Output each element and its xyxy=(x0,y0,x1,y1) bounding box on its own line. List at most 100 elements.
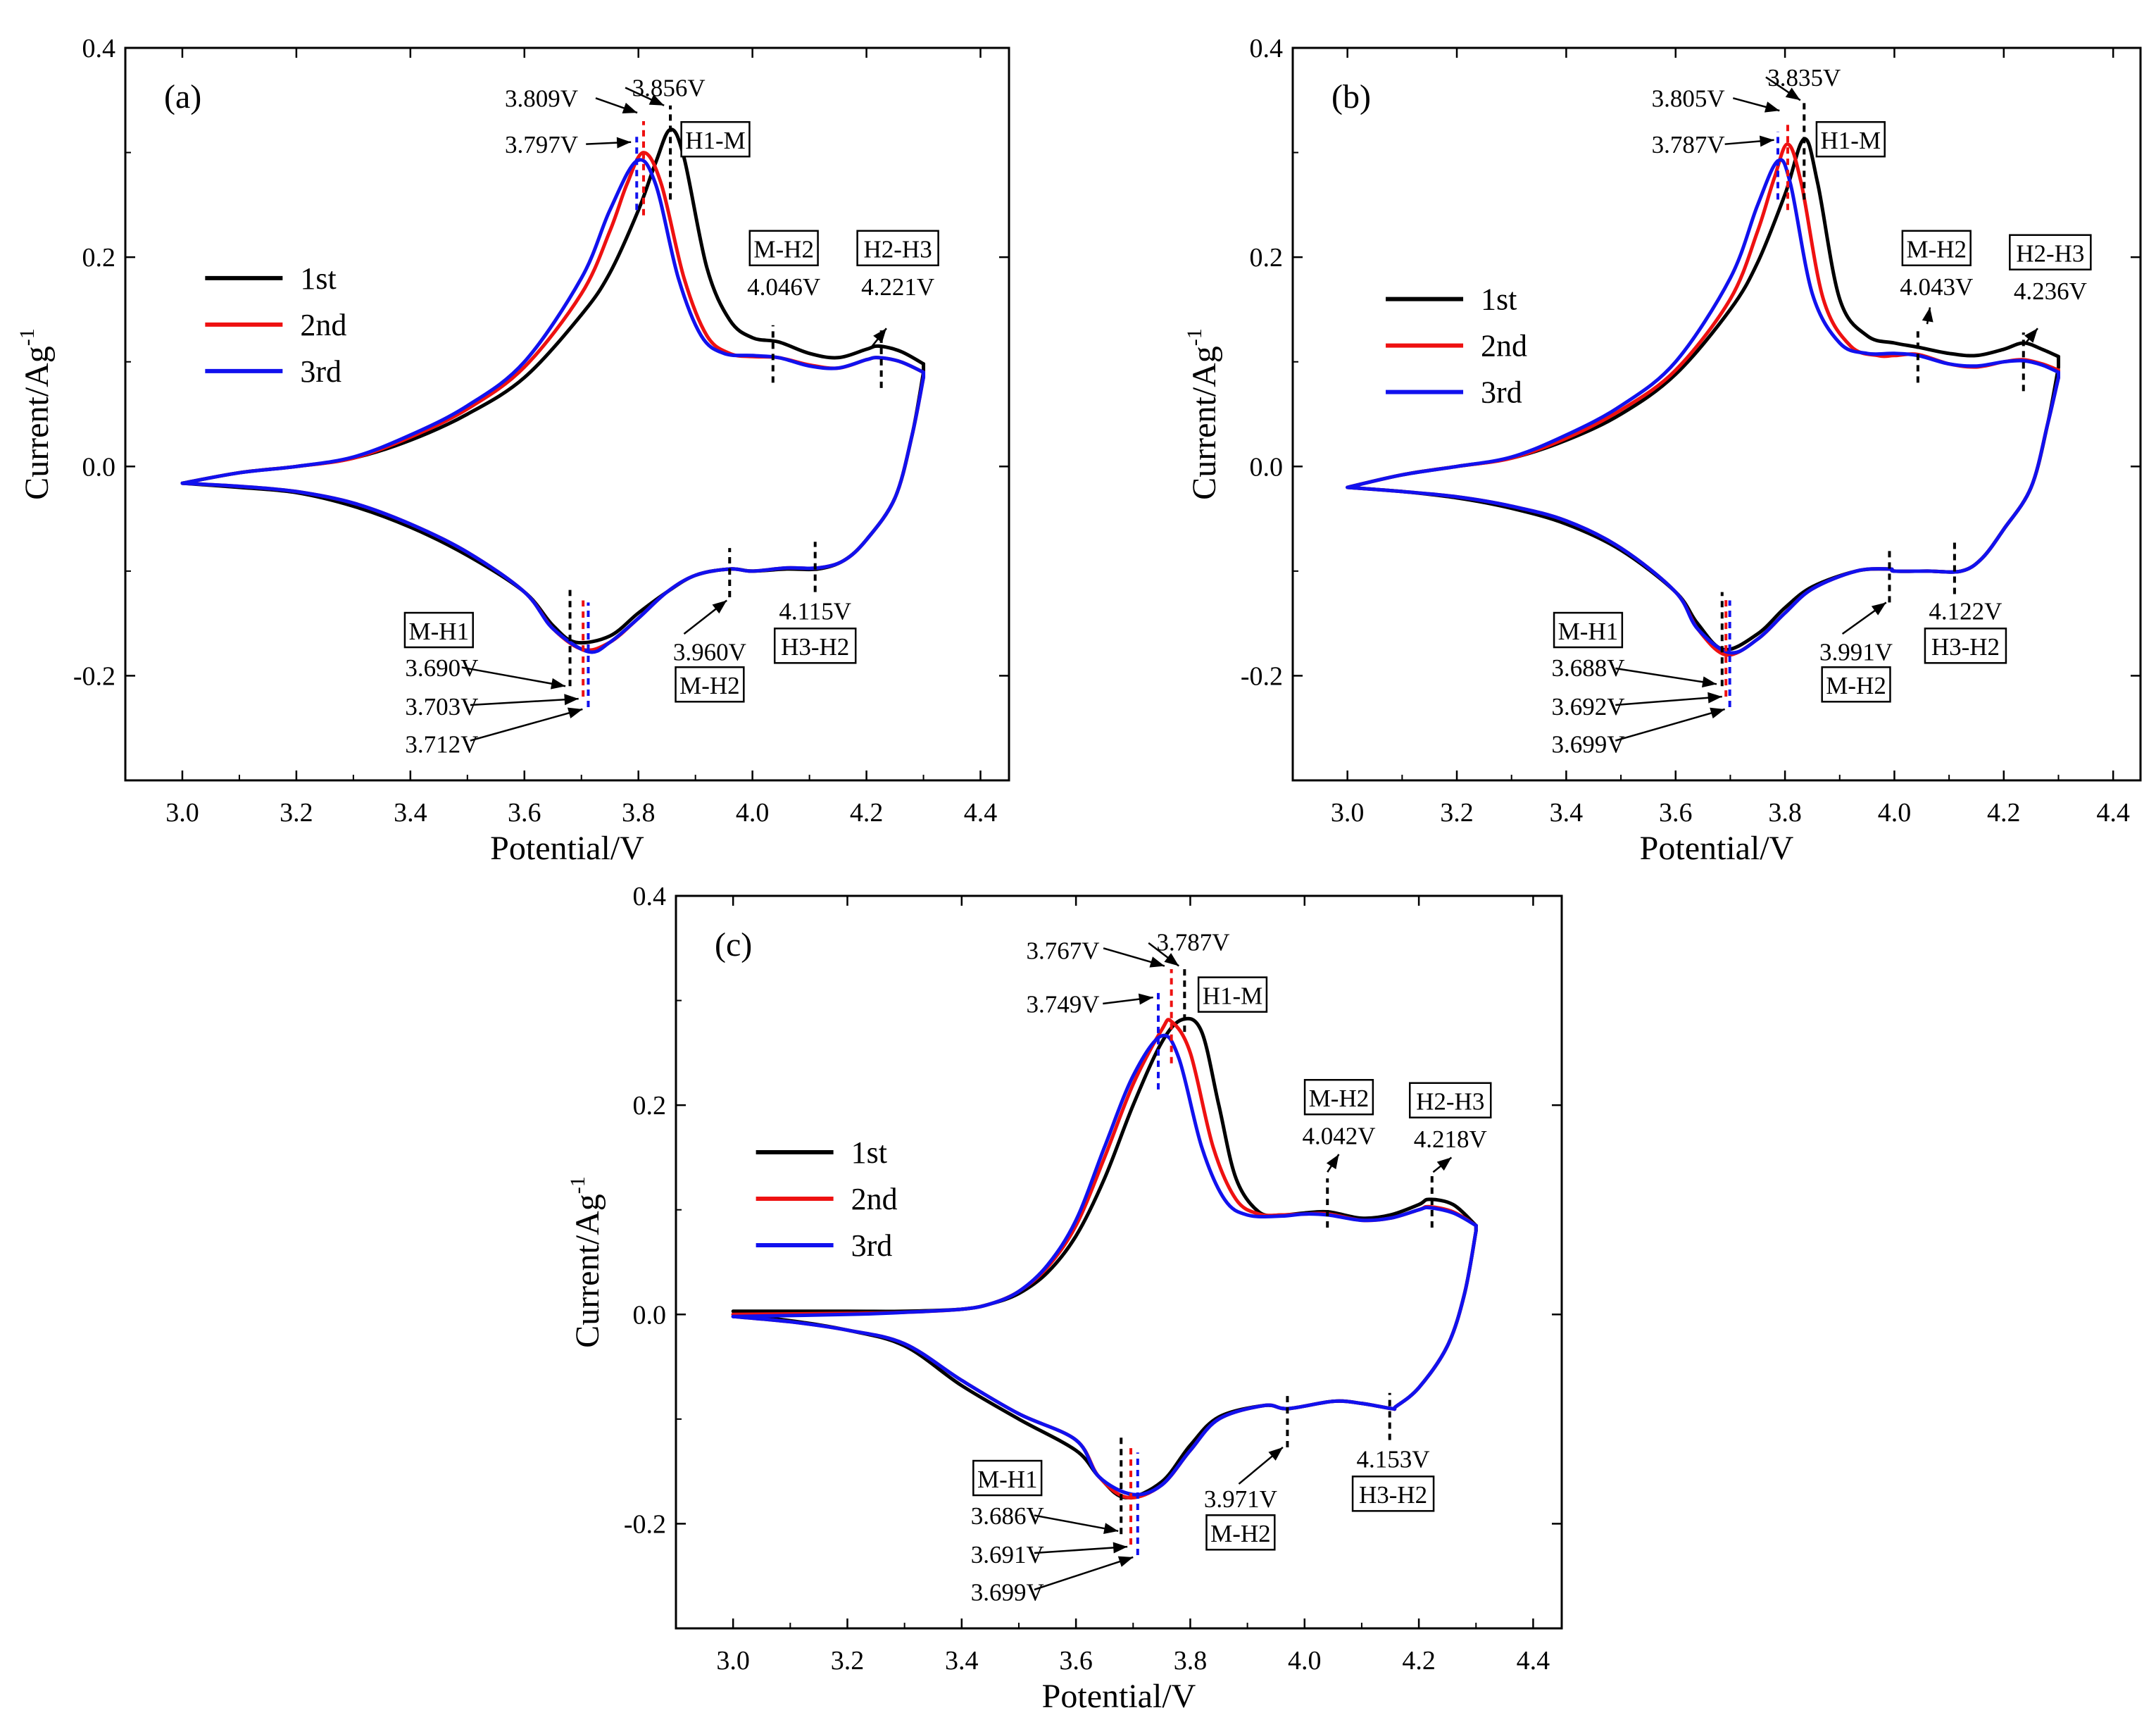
annotation-arrow-line xyxy=(1034,1556,1134,1591)
peak-potential-label: 3.690V xyxy=(405,654,478,682)
peak-potential-label: 4.046V xyxy=(747,273,820,301)
annotation-box xyxy=(748,230,819,267)
series-3rd-cathodic xyxy=(180,375,925,654)
peak-potential-label: 3.712V xyxy=(405,730,478,758)
x-tick-label: 3.0 xyxy=(165,798,199,828)
annotation-box xyxy=(675,666,745,703)
legend-label-3rd: 3rd xyxy=(851,1228,893,1263)
phase-transition-label: H3-H2 xyxy=(781,633,849,661)
phase-transition-label: H3-H2 xyxy=(1931,633,2000,661)
x-tick-label: 4.4 xyxy=(2096,798,2130,828)
x-tick-label: 4.4 xyxy=(1517,1646,1550,1676)
y-tick-label: -0.2 xyxy=(624,1509,666,1539)
peak-potential-label: 3.787V xyxy=(1156,929,1229,956)
x-tick-label: 3.6 xyxy=(508,798,541,828)
peak-potential-label: 3.797V xyxy=(505,131,578,158)
annotation-box xyxy=(2009,234,2092,270)
peak-potential-label: 4.218V xyxy=(1414,1125,1487,1153)
x-tick-label: 3.2 xyxy=(280,798,313,828)
peak-potential-label: 3.787V xyxy=(1652,131,1725,158)
series-2nd-anodic xyxy=(1346,142,2060,489)
annotation-box xyxy=(1197,976,1268,1013)
peak-potential-label: 4.115V xyxy=(779,598,851,625)
peak-potential-label: 3.835V xyxy=(1767,64,1841,92)
x-tick-label: 3.8 xyxy=(622,798,656,828)
phase-transition-label: H2-H3 xyxy=(864,236,932,263)
series-1st-anodic xyxy=(1346,137,2060,489)
x-tick-label: 3.2 xyxy=(1440,798,1474,828)
legend-label-2nd: 2nd xyxy=(851,1182,898,1216)
panel-c-chart: 3.0 3.2 3.4 3.6 3.8 4.0 4.2 4.4 -0.2 0.0 0.2 0.4 Pot… xyxy=(566,882,1563,1715)
panel-a-chart: 3.0 3.2 3.4 3.6 3.8 4.0 4.2 4.4 -0.2 0.0 0.2 0.4 Pot… xyxy=(15,34,1010,867)
phase-transition-label: M-H2 xyxy=(679,672,740,699)
annotation-arrow-head xyxy=(1764,101,1780,113)
annotation-arrow-head xyxy=(1149,956,1165,968)
x-tick-label: 3.6 xyxy=(1659,798,1693,828)
phase-transition-label: M-H2 xyxy=(1210,1520,1271,1547)
phase-transition-label: H2-H3 xyxy=(2016,239,2084,267)
peak-potential-label: 3.691V xyxy=(971,1541,1044,1568)
y-tick-label: -0.2 xyxy=(1241,661,1283,691)
annotation-box xyxy=(1553,611,1624,649)
x-tick-label: 3.8 xyxy=(1768,798,1802,828)
peak-potential-label: 4.153V xyxy=(1357,1446,1430,1473)
annotation-arrow-head xyxy=(1326,1154,1339,1170)
curves xyxy=(731,1016,1478,1500)
x-tick-label: 4.0 xyxy=(1878,798,1912,828)
peak-potential-label: 4.236V xyxy=(2014,277,2087,305)
legend-label-1st: 1st xyxy=(1481,282,1517,317)
peak-potential-label: 4.042V xyxy=(1302,1122,1375,1149)
annotation-arrow-head xyxy=(550,678,566,690)
annotation-box xyxy=(1924,628,2007,664)
annotation-arrow-head xyxy=(1113,1542,1128,1554)
peak-potential-label: 3.703V xyxy=(405,693,478,721)
annotation-arrow-head xyxy=(1268,1447,1283,1461)
series-1st-anodic xyxy=(731,1016,1478,1314)
x-axis-label: Potential/V xyxy=(1640,830,1794,867)
annotation-arrow-head xyxy=(1117,1556,1134,1567)
x-tick-label: 3.2 xyxy=(831,1646,865,1676)
annotation-arrow-head xyxy=(712,600,727,614)
legend-label-3rd: 3rd xyxy=(300,354,341,389)
annotation-box xyxy=(1901,230,1972,267)
peak-potential-label: 3.699V xyxy=(971,1578,1044,1606)
x-tick-label: 4.2 xyxy=(850,798,884,828)
annotation-arrow-line xyxy=(470,708,583,742)
legend-label-1st: 1st xyxy=(851,1135,887,1170)
annotation-arrow-head xyxy=(1759,135,1774,147)
annotation-box xyxy=(1821,666,1891,703)
y-axis-label: Current/Ag-1 xyxy=(566,1176,606,1348)
phase-transition-label: H1-M xyxy=(685,127,746,154)
annotation-box xyxy=(1205,1514,1276,1551)
peak-potential-label: 3.971V xyxy=(1204,1485,1277,1513)
annotation-arrow-head xyxy=(1707,692,1722,704)
annotation-box xyxy=(856,230,939,267)
phase-transition-label: H3-H2 xyxy=(1359,1481,1427,1509)
curves xyxy=(180,127,926,654)
panel-b-chart: 3.0 3.2 3.4 3.6 3.8 4.0 4.2 4.4 -0.2 0.0 0.2 0.4 Pot… xyxy=(1183,34,2142,867)
legend-label-3rd: 3rd xyxy=(1481,375,1522,410)
series-3rd-anodic xyxy=(1346,158,2060,489)
annotation-box xyxy=(680,120,751,158)
y-tick-label: 0.2 xyxy=(633,1091,667,1121)
x-axis-label: Potential/V xyxy=(490,830,644,867)
phase-transition-label: H1-M xyxy=(1203,982,1263,1009)
peak-potential-label: 4.043V xyxy=(1900,273,1973,301)
annotation-arrow-head xyxy=(622,102,638,114)
peak-potential-label: 3.686V xyxy=(971,1502,1044,1530)
x-tick-label: 3.4 xyxy=(1550,798,1584,828)
phase-transition-label: M-H1 xyxy=(977,1466,1038,1493)
phase-transition-label: M-H2 xyxy=(1826,672,1886,699)
annotation-arrow-head xyxy=(1871,602,1886,616)
annotation-arrow-line xyxy=(1034,1545,1128,1554)
plot-frame xyxy=(124,46,1010,782)
peak-potential-label: 3.688V xyxy=(1551,654,1624,682)
y-tick-label: 0.2 xyxy=(82,243,116,273)
peak-potential-label: 3.991V xyxy=(1819,639,1893,666)
peak-potential-label: 4.122V xyxy=(1929,598,2002,625)
x-tick-label: 3.6 xyxy=(1059,1646,1093,1676)
phase-transition-label: M-H1 xyxy=(1558,618,1619,645)
phase-transition-label: M-H2 xyxy=(753,236,814,263)
annotation-arrow-head xyxy=(2024,328,2038,343)
annotation-arrow-head xyxy=(1922,307,1933,323)
